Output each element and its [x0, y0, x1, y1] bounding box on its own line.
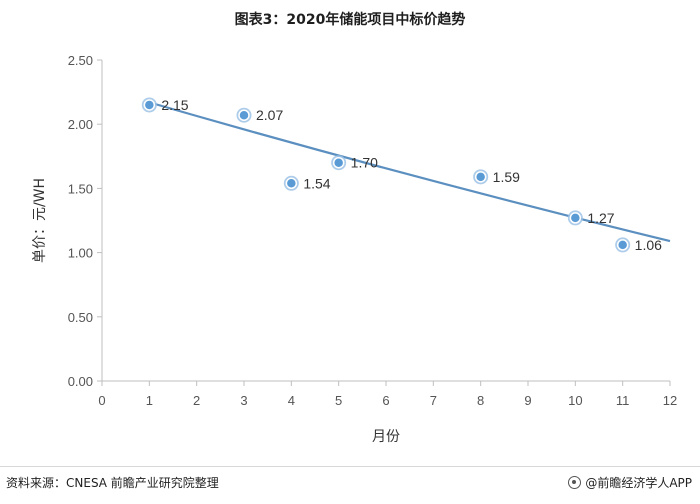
data-label: 2.07 — [256, 107, 283, 123]
x-tick-label: 3 — [240, 393, 247, 408]
x-tick-label: 7 — [430, 393, 437, 408]
x-tick-label: 0 — [98, 393, 105, 408]
point-labels-group: 2.15 2.07 1.54 1.70 1.59 1.27 1.06 — [161, 97, 662, 253]
x-tick-label: 5 — [335, 393, 342, 408]
data-label: 1.59 — [493, 169, 520, 185]
data-point — [238, 109, 250, 121]
x-tick-label: 2 — [193, 393, 200, 408]
axes: 0.000.501.001.502.002.500 1 2 3 4 5 6 7 8 9 10 11 12… — [32, 53, 677, 445]
data-label: 1.54 — [303, 175, 330, 191]
chart-title: 图表3：2020年储能项目中标价趋势 — [234, 12, 466, 28]
data-point — [285, 177, 298, 190]
x-tick-label: 11 — [616, 393, 630, 408]
x-tick-label: 10 — [568, 393, 582, 408]
data-point — [569, 212, 582, 224]
y-tick-label: 0.50 — [68, 310, 93, 325]
x-tick-label: 8 — [477, 393, 484, 408]
y-tick-label: 0.00 — [68, 374, 93, 389]
trendline — [149, 101, 671, 243]
data-point — [143, 99, 156, 111]
x-tick-label: 9 — [524, 393, 531, 408]
data-point — [474, 171, 487, 183]
footer-divider — [0, 466, 700, 467]
source-note: 资料来源：CNESA 前瞻产业研究院整理 — [6, 476, 219, 490]
y-axis-title: 单价：元/WH — [32, 178, 48, 263]
data-point — [332, 156, 345, 169]
x-tick-label: 12 — [663, 393, 677, 408]
data-label: 1.06 — [635, 237, 662, 253]
points-group — [141, 97, 631, 253]
brand-credit[interactable]: @前瞻经济学人APP — [568, 474, 692, 491]
trendline-group — [149, 101, 671, 243]
y-tick-label: 2.00 — [68, 117, 93, 132]
data-label: 2.15 — [161, 97, 188, 113]
scatter-chart: 0.000.501.001.502.002.500 1 2 3 4 5 6 7 8 9 10 11 12… — [32, 53, 677, 445]
x-axis-title: 月份 — [372, 429, 400, 445]
data-point — [616, 239, 629, 251]
brand-text: @前瞻经济学人APP — [585, 476, 692, 490]
data-label: 1.27 — [587, 210, 614, 226]
y-tick-label: 2.50 — [68, 53, 93, 68]
y-tick-label: 1.00 — [68, 246, 93, 261]
x-tick-label: 4 — [288, 393, 295, 408]
x-tick-label: 1 — [146, 393, 153, 408]
y-tick-label: 1.50 — [68, 181, 93, 196]
data-label: 1.70 — [351, 155, 378, 171]
brand-logo-icon — [568, 476, 582, 489]
x-tick-label: 6 — [382, 393, 389, 408]
